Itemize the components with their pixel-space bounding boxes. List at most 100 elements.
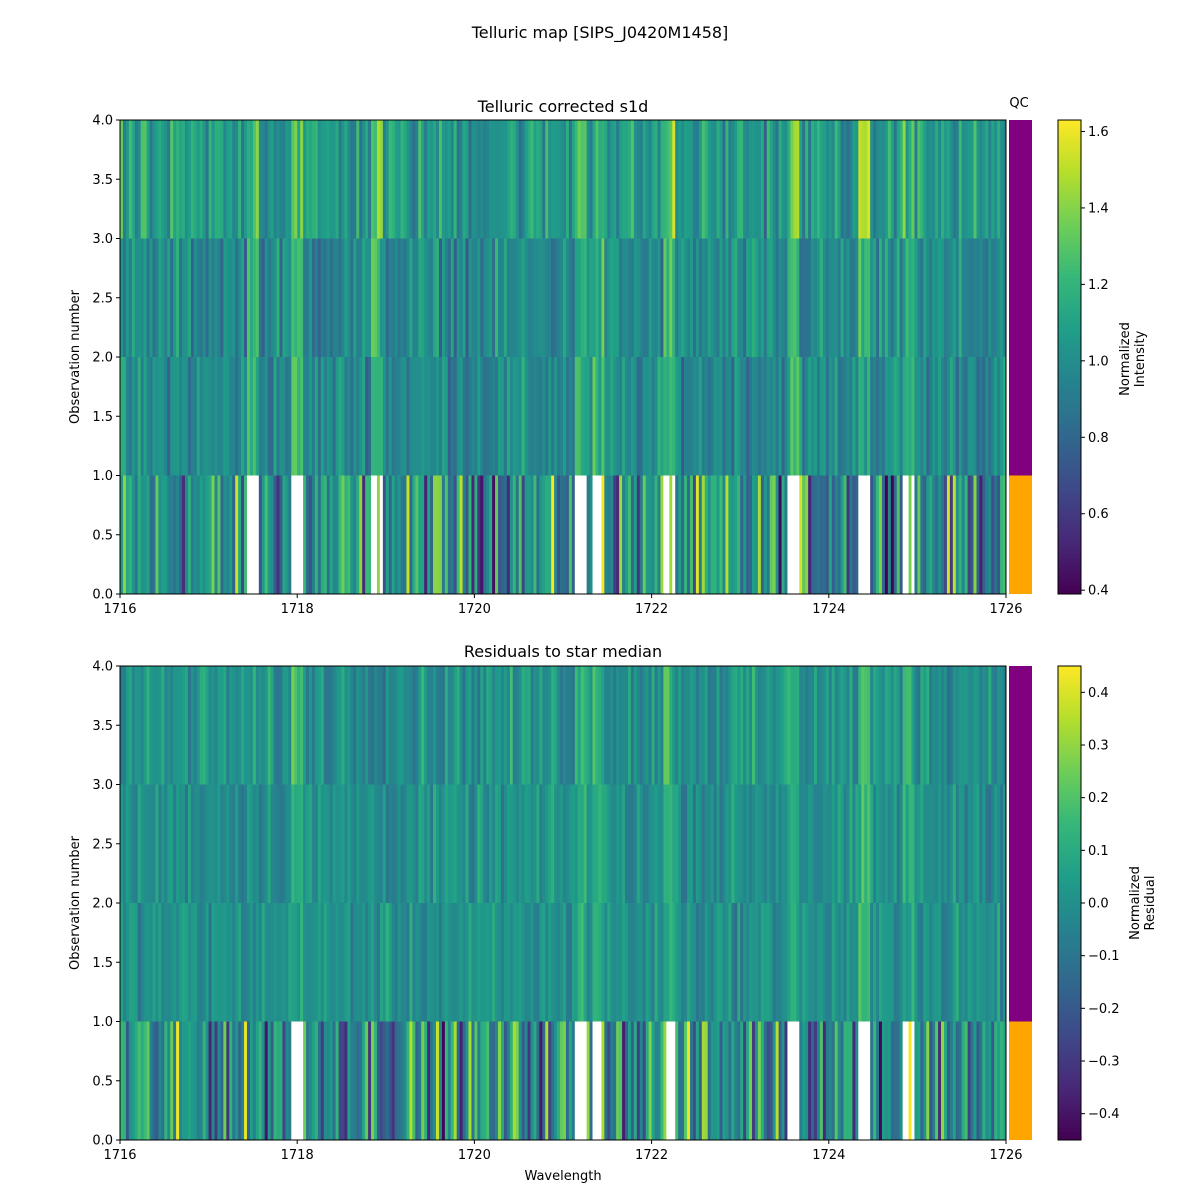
heatmap-cell: [347, 903, 351, 1022]
heatmap-cell: [639, 1021, 644, 1140]
heatmap-cell: [279, 666, 283, 785]
heatmap-cell: [291, 238, 295, 357]
heatmap-cell: [799, 784, 803, 903]
heatmap-cell: [917, 666, 921, 785]
heatmap-cell: [527, 120, 531, 239]
colorbar-segment: [1058, 388, 1081, 394]
heatmap-cell: [515, 903, 520, 1022]
heatmap-cell: [536, 903, 540, 1022]
heatmap-cell: [533, 238, 537, 357]
heatmap-cell: [929, 238, 933, 357]
heatmap-cell: [285, 475, 289, 594]
heatmap-cell: [427, 784, 431, 903]
colorbar-segment: [1058, 432, 1081, 437]
heatmap-cell: [468, 1021, 472, 1140]
heatmap-cell: [465, 1021, 469, 1140]
heatmap-cell: [176, 120, 180, 239]
heatmap-cell: [681, 784, 685, 903]
heatmap-cell: [692, 120, 697, 239]
heatmap-cell: [489, 120, 493, 239]
heatmap-cell: [627, 1021, 632, 1140]
heatmap-cell: [403, 666, 407, 785]
heatmap-cell: [648, 666, 652, 785]
heatmap-cell: [855, 357, 859, 476]
heatmap-cell: [704, 238, 709, 357]
heatmap-cell: [672, 357, 676, 476]
heatmap-cell: [943, 238, 948, 357]
heatmap-cell: [424, 1021, 428, 1140]
heatmap-cell: [911, 666, 915, 785]
colorbar-segment: [1058, 345, 1081, 350]
heatmap-cell: [480, 238, 484, 357]
heatmap-cell: [173, 357, 177, 476]
colorbar-segment: [1058, 974, 1081, 979]
heatmap-cell: [406, 120, 410, 239]
heatmap-cell: [373, 238, 378, 357]
heatmap-cell: [704, 120, 709, 239]
heatmap-cell: [811, 238, 815, 357]
heatmap-cell: [533, 475, 537, 594]
heatmap-cell: [816, 475, 821, 594]
heatmap-cell: [282, 903, 286, 1022]
heatmap-cell: [515, 475, 520, 594]
y-tick-label: 2.5: [92, 291, 113, 306]
heatmap-cell: [205, 903, 209, 1022]
heatmap-cell: [362, 903, 366, 1022]
heatmap-cell: [583, 784, 588, 903]
heatmap-cell: [430, 120, 434, 239]
heatmap-cell: [707, 120, 712, 239]
heatmap-cell: [1000, 666, 1004, 785]
heatmap-cell: [867, 1021, 871, 1140]
heatmap-cell: [279, 1021, 283, 1140]
heatmap-cell: [678, 784, 682, 903]
heatmap-cell: [128, 903, 133, 1022]
heatmap-cell: [737, 120, 741, 239]
heatmap-cell: [979, 238, 983, 357]
colorbar-segment: [1058, 439, 1081, 445]
heatmap-cell: [131, 475, 136, 594]
heatmap-cell: [946, 666, 951, 785]
heatmap-cell: [548, 666, 552, 785]
heatmap-cell: [285, 238, 289, 357]
heatmap-cell: [211, 903, 215, 1022]
heatmap-cell: [669, 238, 673, 357]
heatmap-cell: [825, 666, 830, 785]
heatmap-cell: [495, 666, 499, 785]
heatmap-cell: [193, 120, 198, 239]
colorbar-segment: [1058, 400, 1081, 405]
heatmap-cell: [391, 120, 396, 239]
heatmap-cell: [568, 357, 573, 476]
heatmap-cell: [474, 666, 478, 785]
heatmap-cell: [140, 357, 145, 476]
heatmap-cell: [592, 903, 596, 1022]
heatmap-cell: [241, 238, 245, 357]
heatmap-cell: [754, 120, 759, 239]
heatmap-cell: [557, 475, 561, 594]
heatmap-cell: [893, 475, 898, 594]
heatmap-cell: [353, 238, 357, 357]
heatmap-cell: [781, 784, 785, 903]
colorbar-segment: [1058, 985, 1081, 991]
heatmap-cell: [424, 784, 428, 903]
heatmap-cell: [146, 475, 150, 594]
heatmap-cell: [297, 357, 301, 476]
heatmap-cell: [834, 1021, 839, 1140]
heatmap-cell: [486, 357, 490, 476]
heatmap-cell: [120, 666, 124, 785]
heatmap-cell: [610, 120, 614, 239]
heatmap-cell: [244, 1021, 248, 1140]
heatmap-cell: [976, 784, 980, 903]
heatmap-cell: [539, 903, 543, 1022]
heatmap-cell: [477, 475, 481, 594]
heatmap-cell: [822, 666, 827, 785]
heatmap-cell: [285, 666, 289, 785]
colorbar-segment: [1058, 1001, 1081, 1007]
heatmap-cell: [273, 475, 277, 594]
heatmap-cell: [518, 784, 523, 903]
heatmap-cell: [193, 1021, 198, 1140]
heatmap-cell: [441, 1021, 446, 1140]
heatmap-cell: [846, 238, 850, 357]
colorbar-segment: [1058, 1076, 1081, 1082]
heatmap-cell: [320, 666, 325, 785]
heatmap-cell: [843, 238, 847, 357]
